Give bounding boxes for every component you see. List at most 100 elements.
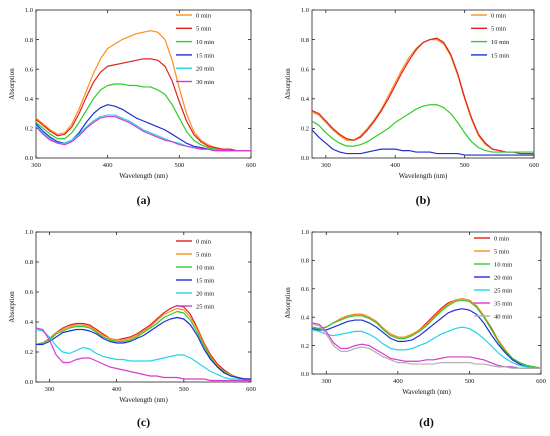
x-axis-label: Wavelength (nm) (399, 172, 448, 180)
x-tick-label: 300 (321, 378, 331, 385)
y-tick-label: 0.6 (301, 66, 310, 73)
y-tick-label: 1.0 (25, 7, 33, 14)
legend: 0 min 5 min 10 min 15 min (471, 12, 510, 59)
legend-label: 10 min (494, 261, 513, 268)
series-line-15-min (36, 316, 251, 380)
plot-frame (311, 9, 535, 159)
legend-label: 5 min (494, 248, 510, 255)
y-tick-label: 0.4 (301, 96, 310, 103)
x-tick-label: 600 (536, 378, 546, 385)
chart-panel-c: 300 400 500 600 0.0 0.2 0.4 0.6 0.8 1.0 Wavelength… (8, 229, 256, 404)
y-tick-label: 0.2 (25, 349, 33, 356)
series-line-15-min (311, 129, 534, 156)
y-tick-label: 0.2 (301, 343, 309, 350)
series-line-5-min (35, 307, 251, 380)
legend-label: 0 min (196, 12, 212, 19)
y-tick-label: 0.6 (25, 289, 34, 296)
legend-label: 20 min (196, 290, 215, 297)
legend-label: 30 min (196, 79, 215, 86)
chart-panel-d: 300 400 500 600 0.0 0.2 0.4 0.6 0.8 1.0 Wavelength… (284, 229, 546, 396)
legend-label: 35 min (494, 300, 513, 307)
y-tick-label: 1.0 (25, 229, 33, 236)
legend-label: 20 min (196, 66, 215, 73)
x-tick-label: 300 (45, 386, 55, 393)
series-line-0-min (35, 30, 251, 152)
chart-panel-b: 300 400 500 600 0.0 0.2 0.4 0.6 0.8 1.0 Wavelength… (284, 7, 539, 180)
y-tick-label: 0.8 (25, 37, 33, 44)
x-tick-label: 500 (465, 378, 475, 385)
chart-panel-a: 300 400 500 600 0.0 0.2 0.4 0.6 0.8 1.0 Wavelength… (8, 7, 256, 180)
y-tick-label: 0.4 (301, 314, 310, 321)
y-axis-label: Absorption (284, 68, 292, 100)
series-line-25-min (311, 326, 541, 369)
series-line-30-min (35, 115, 251, 152)
y-tick-label: 0.0 (25, 379, 33, 386)
x-tick-label: 400 (390, 162, 400, 169)
x-axis-label: Wavelength (nm) (119, 172, 168, 180)
y-tick-label: 0.4 (25, 319, 34, 326)
y-axis-label: Absorption (284, 287, 292, 319)
series-line-20-min (311, 308, 541, 369)
y-axis-label: Absorption (8, 291, 16, 323)
x-tick-label: 400 (393, 378, 403, 385)
x-tick-label: 600 (246, 386, 256, 393)
series-line-25-min (35, 327, 251, 382)
x-tick-label: 500 (460, 162, 470, 169)
legend-label: 5 min (196, 251, 212, 258)
legend-label: 15 min (196, 52, 215, 59)
legend: 0 min 5 min 10 min 15 min 20 min 25 min (176, 238, 215, 310)
x-axis-label: Wavelength (nm) (119, 396, 168, 404)
series-line-5-min (35, 58, 251, 152)
series-line-10-min (311, 104, 534, 153)
x-axis-label: Wavelength (nm) (402, 388, 451, 396)
series-line-5-min (311, 37, 534, 155)
series-line-20-min (35, 328, 251, 382)
legend-label: 5 min (491, 26, 507, 33)
series-line-0-min (35, 304, 251, 380)
series-line-40-min (311, 323, 541, 369)
legend-label: 10 min (491, 39, 510, 46)
panel-label: (b) (416, 193, 431, 207)
plot-frame (35, 231, 252, 383)
y-tick-label: 1.0 (301, 229, 309, 236)
legend-label: 0 min (491, 12, 507, 19)
legend-label: 0 min (196, 238, 212, 245)
y-tick-label: 0.6 (25, 66, 34, 73)
y-tick-label: 1.0 (301, 7, 309, 14)
legend-label: 10 min (196, 264, 215, 271)
legend-label: 25 min (196, 303, 215, 310)
series-line-10-min (35, 83, 251, 152)
x-tick-label: 500 (179, 386, 189, 393)
x-tick-label: 400 (103, 162, 113, 169)
y-tick-label: 0.0 (301, 155, 309, 162)
y-tick-label: 0.0 (301, 371, 309, 378)
y-tick-label: 0.8 (25, 259, 33, 266)
y-tick-label: 0.2 (301, 126, 309, 133)
x-tick-label: 300 (321, 162, 331, 169)
y-tick-label: 0.8 (301, 37, 309, 44)
legend-label: 20 min (494, 274, 513, 281)
plot-frame (35, 9, 252, 159)
x-tick-label: 400 (112, 386, 122, 393)
x-tick-label: 500 (174, 162, 184, 169)
legend-label: 0 min (494, 235, 510, 242)
legend-label: 5 min (196, 26, 212, 33)
legend-label: 15 min (196, 277, 215, 284)
legend: 0 min 5 min 10 min 20 min 25 min 35 min 40 min (474, 235, 513, 320)
x-tick-label: 600 (246, 162, 256, 169)
series-line-10-min (311, 299, 542, 369)
y-tick-label: 0.8 (301, 258, 309, 265)
legend-label: 40 min (494, 313, 513, 320)
y-axis-label: Absorption (8, 68, 16, 100)
legend-label: 15 min (491, 52, 510, 59)
y-tick-label: 0.6 (301, 286, 310, 293)
panel-label: (c) (137, 415, 150, 429)
series-line-5-min (311, 298, 542, 369)
legend-label: 10 min (196, 39, 215, 46)
panel-label: (a) (137, 193, 151, 207)
y-tick-label: 0.4 (25, 96, 34, 103)
y-tick-label: 0.2 (25, 126, 33, 133)
legend: 0 min 5 min 10 min 15 min 20 min 30 min (176, 12, 215, 86)
x-tick-label: 600 (529, 162, 539, 169)
